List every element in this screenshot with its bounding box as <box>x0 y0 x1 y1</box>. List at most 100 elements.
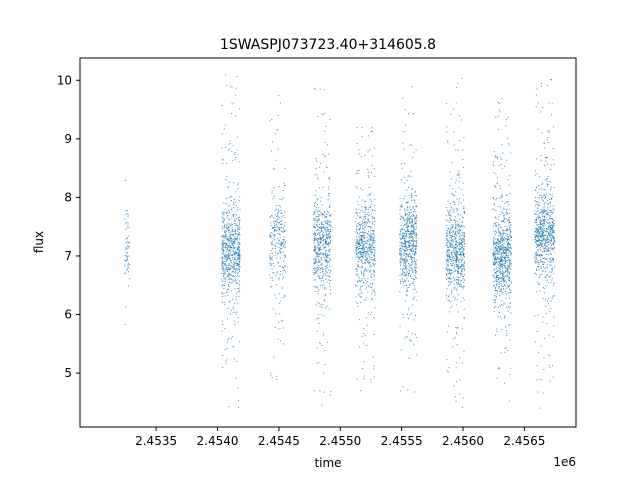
data-point <box>545 248 547 250</box>
data-point <box>504 256 506 258</box>
data-point <box>228 278 230 280</box>
data-point <box>234 323 236 325</box>
data-point <box>325 260 327 262</box>
data-point <box>502 250 504 252</box>
data-point <box>271 250 273 252</box>
data-point <box>400 238 402 240</box>
data-point <box>463 234 465 236</box>
data-point <box>406 218 408 220</box>
data-point <box>494 287 496 289</box>
data-point <box>460 301 462 303</box>
data-point <box>451 281 453 283</box>
data-point <box>551 228 553 230</box>
data-point <box>552 228 554 230</box>
data-point <box>400 268 402 270</box>
data-point <box>369 249 371 251</box>
data-point <box>454 396 456 398</box>
data-point <box>545 228 547 230</box>
data-point <box>404 208 406 210</box>
data-point <box>227 254 229 256</box>
data-point <box>363 232 365 234</box>
data-point <box>508 276 510 278</box>
data-point <box>319 284 321 286</box>
data-point <box>548 131 550 133</box>
data-point <box>450 273 452 275</box>
data-point <box>229 236 231 238</box>
data-point <box>500 236 502 238</box>
data-point <box>321 267 323 269</box>
data-point <box>501 221 503 223</box>
data-point <box>361 127 363 129</box>
data-point <box>459 243 461 245</box>
data-point <box>356 378 358 380</box>
data-point <box>458 279 460 281</box>
data-point <box>496 156 498 158</box>
data-point <box>406 295 408 297</box>
data-point <box>236 311 238 313</box>
data-point <box>415 241 417 243</box>
data-point <box>461 239 463 241</box>
data-point <box>492 275 494 276</box>
data-point <box>540 260 542 262</box>
data-point <box>404 250 406 252</box>
data-point <box>415 253 417 255</box>
data-point <box>411 256 413 258</box>
data-point <box>317 238 319 240</box>
data-point <box>508 307 510 309</box>
data-point <box>225 254 227 256</box>
data-point <box>403 176 405 178</box>
data-point <box>542 287 544 289</box>
data-point <box>127 265 129 267</box>
data-point <box>221 258 223 260</box>
data-point <box>313 223 315 225</box>
data-point <box>463 308 465 310</box>
data-point <box>553 246 555 248</box>
data-point <box>234 201 236 203</box>
data-point <box>272 308 274 310</box>
data-point <box>324 350 326 352</box>
data-point <box>405 266 407 268</box>
data-point <box>509 233 511 235</box>
data-point <box>361 234 363 236</box>
data-point <box>508 219 510 221</box>
data-point <box>501 200 503 202</box>
data-point <box>399 264 401 266</box>
data-point <box>553 230 555 232</box>
data-point <box>540 268 542 270</box>
data-point <box>536 249 538 251</box>
data-point <box>460 256 462 258</box>
data-point <box>221 257 223 259</box>
data-point <box>496 183 498 185</box>
data-point <box>413 246 415 248</box>
data-point <box>330 270 332 272</box>
data-point <box>494 243 496 245</box>
data-point <box>372 270 374 272</box>
data-point <box>233 358 235 360</box>
data-point <box>239 228 241 230</box>
data-point <box>235 296 237 298</box>
data-point <box>502 270 504 272</box>
data-point <box>546 250 548 252</box>
data-point <box>404 279 406 281</box>
data-point <box>543 164 545 166</box>
data-point <box>507 271 509 273</box>
data-point <box>548 130 550 132</box>
data-point <box>235 87 237 89</box>
data-point <box>549 218 551 220</box>
data-point <box>502 195 504 197</box>
data-point <box>408 273 410 275</box>
data-point <box>537 391 539 393</box>
data-point <box>407 244 409 246</box>
data-point <box>415 218 417 220</box>
data-point <box>536 187 537 188</box>
data-point <box>500 239 502 241</box>
data-point <box>373 230 375 232</box>
data-point <box>403 219 405 221</box>
data-point <box>284 295 286 297</box>
data-point <box>536 291 538 293</box>
data-point <box>406 255 408 257</box>
data-point <box>536 88 538 90</box>
data-point <box>360 234 362 236</box>
data-point <box>536 208 538 210</box>
data-point <box>410 267 412 269</box>
